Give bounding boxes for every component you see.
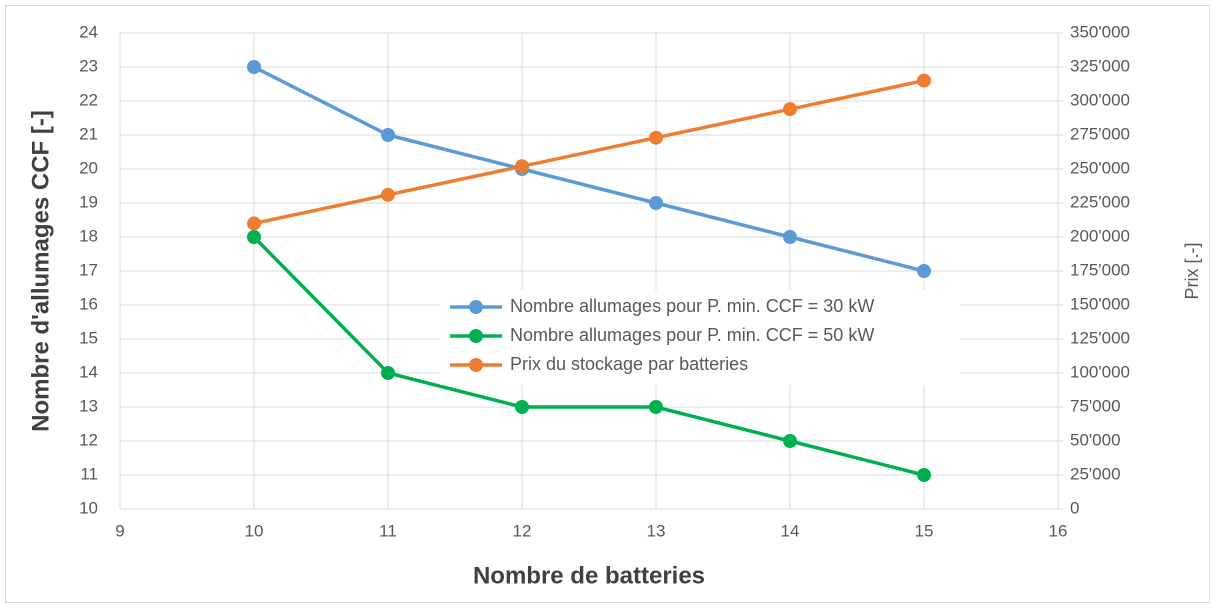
series-marker bbox=[515, 400, 529, 414]
y-tick-label: 17 bbox=[79, 260, 98, 279]
y-tick-label: 24 bbox=[79, 22, 98, 41]
y2-tick-label: 125'000 bbox=[1070, 328, 1130, 347]
y-tick-label: 10 bbox=[79, 498, 98, 517]
x-tick-label: 9 bbox=[115, 521, 124, 540]
legend-swatch-marker bbox=[469, 300, 483, 314]
series-marker bbox=[649, 196, 663, 210]
y-tick-label: 15 bbox=[79, 328, 98, 347]
grid bbox=[119, 32, 1059, 510]
y2-tick-label: 75'000 bbox=[1070, 396, 1121, 415]
y-tick-label: 21 bbox=[79, 124, 98, 143]
y-tick-label: 18 bbox=[79, 226, 98, 245]
y-tick-label: 11 bbox=[80, 464, 98, 483]
legend-swatch-marker bbox=[469, 358, 483, 372]
y2-tick-label: 225'000 bbox=[1070, 192, 1130, 211]
y-tick-label: 22 bbox=[79, 90, 98, 109]
y-tick-label: 16 bbox=[79, 294, 98, 313]
y-tick-label: 13 bbox=[79, 396, 98, 415]
y2-tick-label: 250'000 bbox=[1070, 158, 1130, 177]
series-marker bbox=[917, 73, 931, 88]
series-marker bbox=[247, 60, 261, 74]
y2-tick-label: 175'000 bbox=[1070, 260, 1130, 279]
y-axis-label: Nombre d'allumages CCF [-] bbox=[27, 110, 54, 432]
y2-tick-label: 200'000 bbox=[1070, 226, 1130, 245]
series-marker bbox=[783, 434, 797, 448]
series-marker bbox=[515, 159, 529, 174]
series-marker bbox=[381, 366, 395, 380]
series-marker bbox=[783, 230, 797, 244]
x-axis-label: Nombre de batteries bbox=[473, 562, 705, 589]
y-tick-label: 19 bbox=[79, 192, 98, 211]
x-tick-label: 11 bbox=[379, 521, 397, 540]
y-tick-label: 23 bbox=[79, 56, 98, 75]
y-tick-label: 14 bbox=[79, 362, 98, 381]
y2-tick-label: 300'000 bbox=[1070, 90, 1130, 109]
x-tick-label: 12 bbox=[513, 521, 532, 540]
series-line bbox=[253, 78, 925, 226]
legend: Nombre allumages pour P. min. CCF = 30 k… bbox=[440, 290, 960, 385]
y2-tick-label: 275'000 bbox=[1070, 124, 1130, 143]
series-marker bbox=[917, 264, 931, 278]
legend-box bbox=[440, 290, 960, 385]
y2-tick-label: 350'000 bbox=[1070, 22, 1130, 41]
y2-tick-label: 25'000 bbox=[1070, 464, 1121, 483]
x-tick-label: 15 bbox=[915, 521, 934, 540]
legend-swatch-marker bbox=[469, 329, 483, 343]
y-tick-label: 20 bbox=[79, 158, 98, 177]
y2-tick-label: 100'000 bbox=[1070, 362, 1130, 381]
series-marker bbox=[649, 400, 663, 414]
series-marker bbox=[247, 216, 261, 231]
series-marker bbox=[247, 230, 261, 244]
series-marker bbox=[381, 128, 395, 142]
legend-label: Prix du stockage par batteries bbox=[510, 354, 748, 374]
y-tick-label: 12 bbox=[79, 430, 98, 449]
series-line bbox=[252, 235, 925, 477]
series-marker bbox=[649, 130, 663, 145]
series-line bbox=[253, 65, 925, 273]
series-marker bbox=[783, 102, 797, 117]
x-tick-label: 10 bbox=[245, 521, 264, 540]
x-tick-label: 16 bbox=[1049, 521, 1068, 540]
series-marker bbox=[381, 187, 395, 202]
series-marker bbox=[917, 468, 931, 482]
y2-tick-label: 50'000 bbox=[1070, 430, 1121, 449]
x-tick-label: 13 bbox=[647, 521, 666, 540]
legend-label: Nombre allumages pour P. min. CCF = 50 k… bbox=[510, 325, 874, 345]
x-tick-label: 14 bbox=[781, 521, 800, 540]
y2-tick-label: 325'000 bbox=[1070, 56, 1130, 75]
y2-tick-label: 150'000 bbox=[1070, 294, 1130, 313]
y2-tick-label: 0 bbox=[1070, 498, 1079, 517]
legend-label: Nombre allumages pour P. min. CCF = 30 k… bbox=[510, 296, 874, 316]
y2-axis-label: Prix [.-] bbox=[1182, 243, 1202, 300]
